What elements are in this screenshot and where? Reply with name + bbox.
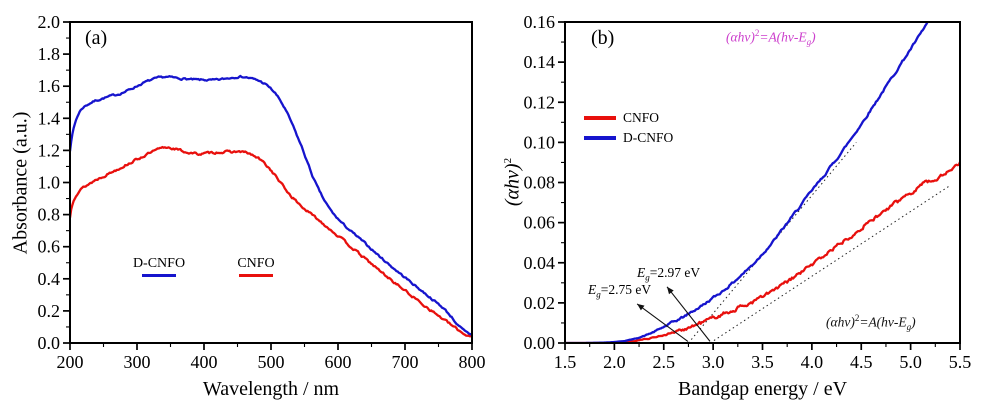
legend-b: CNFO D-CNFO [584,110,673,146]
x-tick-label: 800 [459,352,486,372]
bandgap-label-297: Eg=2.97 eV [637,265,701,283]
y-tick-label: 0.14 [524,52,556,72]
panel-a-xaxis-title: Wavelength / nm [202,378,340,400]
x-tick-label: 4.5 [850,352,873,372]
y-tick-label: 0.04 [524,253,556,273]
legend-b-dcnfo: D-CNFO [584,130,673,146]
bandgap-arrowhead-1 [637,303,645,311]
dcnfo-line-swatch [584,136,616,140]
curve-cnfo-panel-a [70,145,472,338]
cnfo-line-swatch [584,116,616,120]
legend-b-cnfo-label: CNFO [623,110,660,125]
x-tick-label: 5.5 [949,352,972,372]
legend-a-cnfo: CNFO [229,256,283,277]
x-tick-label: 3.5 [751,352,774,372]
x-tick-label: 3.0 [702,352,725,372]
y-tick-label: 0.4 [38,269,61,289]
legend-a-dcnfo: D-CNFO [131,256,187,277]
panel-a-yaxis-title: Absorbance (a.u.) [9,111,32,255]
y-tick-label: 1.6 [38,76,61,96]
bandgap-label-275: Eg=2.75 eV [588,282,652,300]
legend-b-dcnfo-label: D-CNFO [623,130,674,145]
tauc-formula-bottom: (αhv)2=A(hv-Eg) [826,313,916,333]
y-tick-label: 1.0 [38,173,61,193]
x-tick-label: 2.5 [653,352,676,372]
legend-b-cnfo: CNFO [584,110,673,126]
y-tick-label: 0.00 [524,333,556,353]
x-tick-label: 5.0 [899,352,922,372]
y-tick-label: 0.12 [524,92,556,112]
bandgap-arrowhead-2 [667,286,674,295]
y-tick-label: 0.10 [524,132,556,152]
panel-a-letter: (a) [85,27,108,49]
panel-b-yaxis-title: (αhv)2 [501,157,524,207]
y-tick-label: 0.06 [524,213,556,233]
curve-d-cnfo-panel-b [565,21,930,344]
y-tick-label: 0.6 [38,237,61,257]
y-tick-label: 2.0 [38,12,61,32]
bandgap-arrow-1 [636,303,689,342]
y-tick-label: 0.0 [38,333,61,353]
tangent-guide-line-2 [709,185,951,344]
x-tick-label: 1.5 [554,352,577,372]
x-tick-label: 4.0 [801,352,824,372]
x-tick-label: 700 [392,352,419,372]
tauc-formula-top: (αhv)2=A(hv-Eg) [726,28,816,48]
y-tick-label: 0.8 [38,205,61,225]
legend-a-dcnfo-label: D-CNFO [132,256,186,271]
x-tick-label: 2.0 [603,352,626,372]
curve-cnfo-panel-b [565,161,960,344]
cnfo-line-swatch [239,274,273,277]
panel-b-letter: (b) [591,27,615,49]
curve-d-cnfo-panel-a [70,74,472,337]
x-tick-label: 600 [325,352,352,372]
y-tick-label: 1.8 [38,44,61,64]
x-tick-label: 500 [258,352,285,372]
panel-a-frame [69,21,473,344]
legend-a-cnfo-label: CNFO [237,256,275,271]
y-tick-label: 1.2 [38,140,61,160]
y-tick-label: 1.4 [38,108,61,128]
y-tick-label: 0.02 [524,293,556,313]
bandgap-arrow-2 [666,286,711,342]
panel-b-xaxis-title: Bandgap energy / eV [677,378,848,400]
x-tick-label: 400 [191,352,218,372]
y-tick-label: 0.08 [524,173,556,193]
dcnfo-line-swatch [142,274,176,277]
x-tick-label: 300 [124,352,151,372]
y-tick-label: 0.2 [38,301,61,321]
y-tick-label: 0.16 [524,12,556,32]
x-tick-label: 200 [57,352,84,372]
